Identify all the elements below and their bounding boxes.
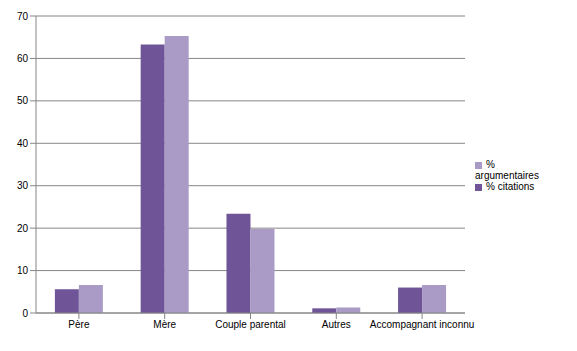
svg-text:Accompagnant inconnu: Accompagnant inconnu [370, 319, 475, 330]
svg-text:0: 0 [22, 308, 28, 319]
svg-text:20: 20 [17, 223, 29, 234]
svg-text:70: 70 [17, 11, 29, 22]
svg-text:50: 50 [17, 95, 29, 106]
svg-text:60: 60 [17, 53, 29, 64]
svg-text:10: 10 [17, 265, 29, 276]
html-text:% citations: % citations [486, 181, 535, 192]
svg-text:40: 40 [17, 138, 29, 149]
svg-text:Couple parental: Couple parental [215, 319, 286, 330]
svg-text:Mère: Mère [153, 319, 176, 330]
svg-text:30: 30 [17, 180, 29, 191]
html-text:% argumentaires: % argumentaires [475, 159, 539, 181]
svg-text:Autres: Autres [322, 319, 351, 330]
svg-text:Père: Père [68, 319, 90, 330]
